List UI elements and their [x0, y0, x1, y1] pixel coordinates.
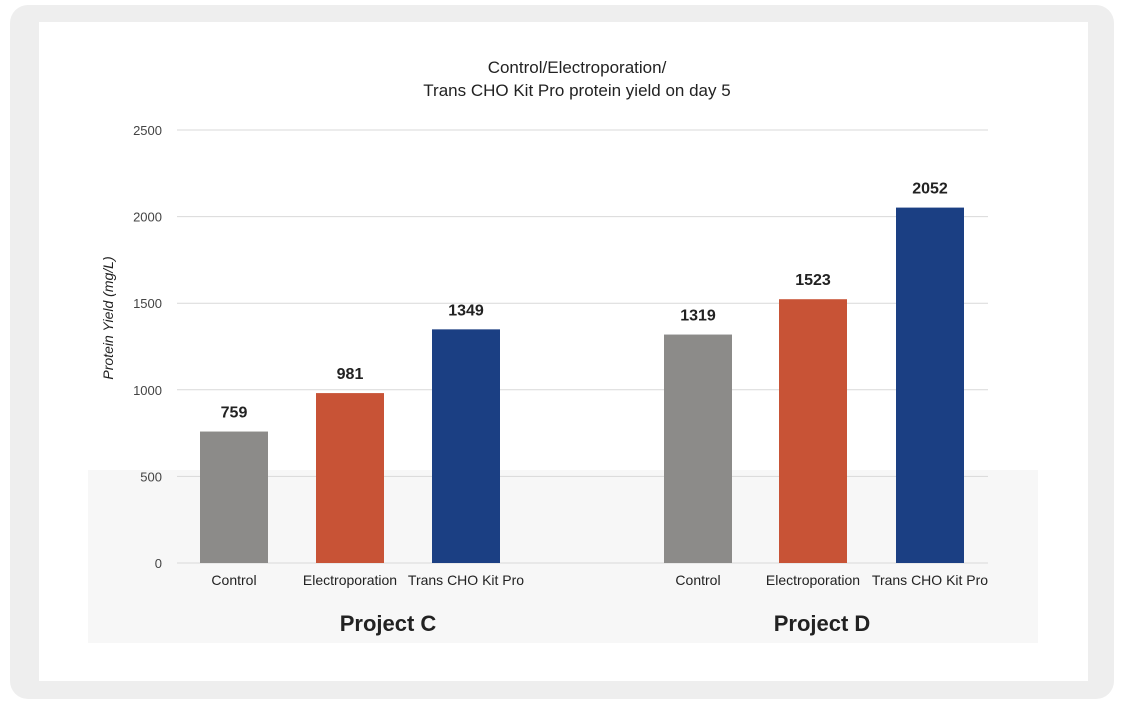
- y-tick-label: 500: [140, 469, 162, 484]
- category-label: Trans CHO Kit Pro: [408, 572, 524, 588]
- group-label: Project C: [340, 611, 437, 636]
- bar-value-label: 981: [337, 366, 364, 383]
- bar-value-label: 1523: [795, 272, 831, 289]
- bar-value-label: 1319: [680, 308, 716, 325]
- bar: [316, 393, 384, 563]
- bars: 759 Control 981 Electroporation 1349 Trans CH…: [200, 181, 988, 636]
- bar-value-label: 2052: [912, 181, 948, 198]
- group-label: Project D: [774, 611, 871, 636]
- bar: [779, 299, 847, 563]
- bar-value-label: 1349: [448, 302, 484, 319]
- bar: [200, 431, 268, 563]
- y-tick-label: 2500: [133, 123, 162, 138]
- category-label: Control: [675, 572, 720, 588]
- y-tick-label: 1000: [133, 383, 162, 398]
- category-label: Electroporation: [303, 572, 397, 588]
- category-label: Electroporation: [766, 572, 860, 588]
- chart-title-line1: Control/Electroporation/: [488, 58, 667, 77]
- y-axis-label: Protein Yield (mg/L): [100, 256, 116, 379]
- bar: [432, 329, 500, 563]
- category-label: Control: [211, 572, 256, 588]
- bar: [896, 207, 964, 563]
- bar-value-label: 759: [221, 405, 248, 422]
- y-tick-label: 0: [155, 556, 162, 571]
- category-label: Trans CHO Kit Pro: [872, 572, 988, 588]
- y-tick-label: 2000: [133, 210, 162, 225]
- gridlines: 0 500 1000 1500 2000 2500: [133, 123, 988, 571]
- y-tick-label: 1500: [133, 296, 162, 311]
- chart-title-line2: Trans CHO Kit Pro protein yield on day 5: [423, 81, 730, 100]
- bar: [664, 334, 732, 563]
